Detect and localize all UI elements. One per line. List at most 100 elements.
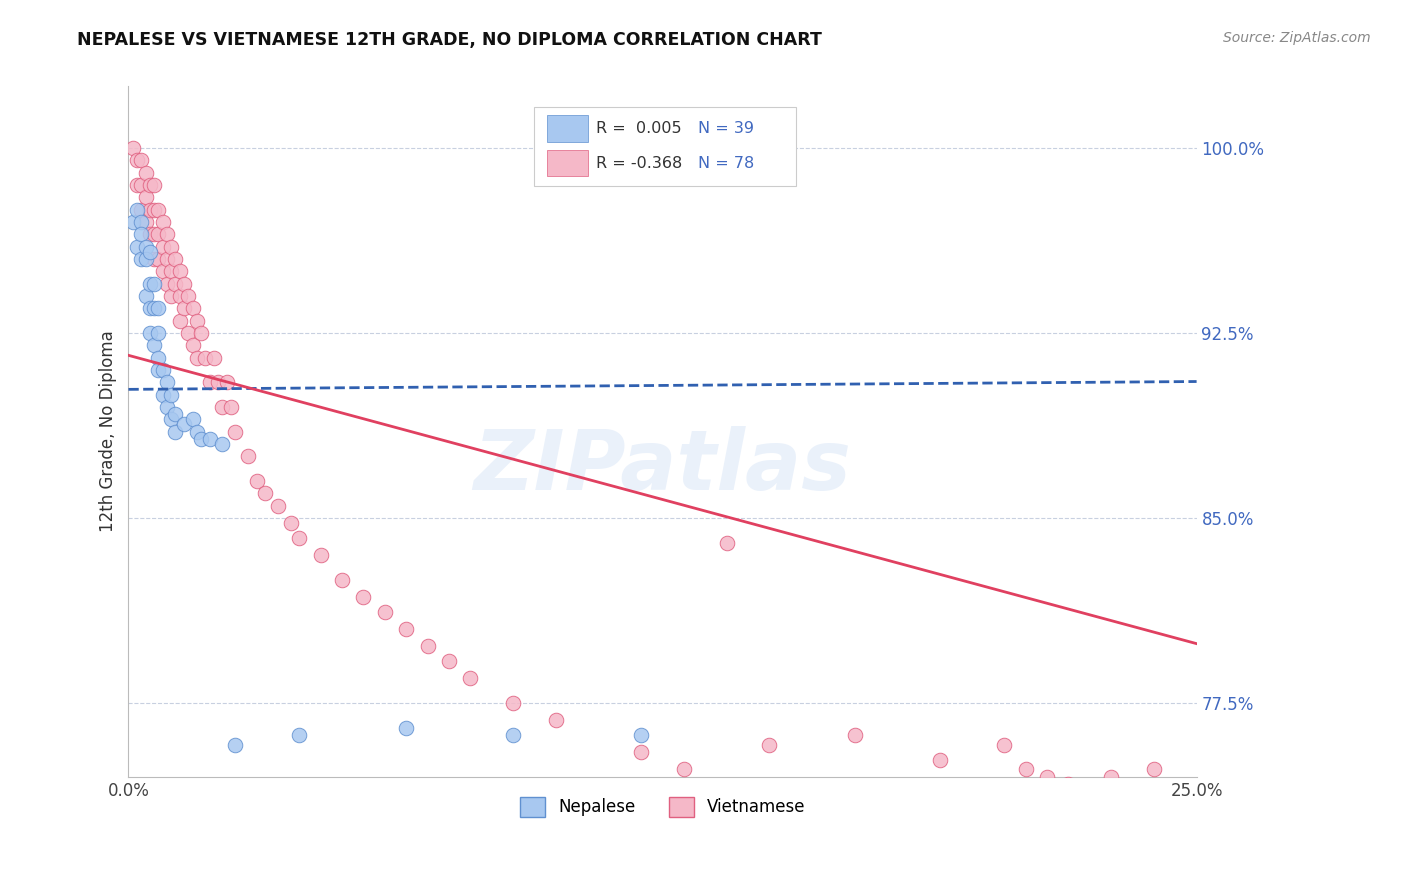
Point: [173, 301, 195, 316]
Point: [758, 738, 780, 752]
Point: [224, 425, 246, 439]
Point: [121, 215, 143, 229]
Point: [129, 215, 152, 229]
Point: [152, 240, 174, 254]
Point: [135, 252, 157, 266]
Point: [160, 264, 183, 278]
Point: [165, 425, 187, 439]
Text: Source: ZipAtlas.com: Source: ZipAtlas.com: [1223, 31, 1371, 45]
Point: [148, 227, 170, 242]
Point: [502, 728, 524, 742]
Point: [1143, 763, 1166, 777]
Point: [165, 277, 187, 291]
Point: [309, 548, 332, 562]
Point: [143, 227, 166, 242]
Point: [288, 531, 311, 545]
Point: [177, 326, 200, 340]
Point: [236, 450, 259, 464]
Point: [125, 153, 148, 168]
Point: [1036, 770, 1059, 784]
Point: [125, 240, 148, 254]
Point: [125, 202, 148, 217]
Point: [135, 190, 157, 204]
Point: [169, 313, 191, 327]
Point: [330, 573, 353, 587]
Point: [173, 417, 195, 432]
Point: [143, 338, 166, 352]
Point: [165, 408, 187, 422]
Point: [630, 728, 652, 742]
Point: [143, 202, 166, 217]
Point: [139, 301, 162, 316]
Point: [224, 738, 246, 752]
Point: [148, 351, 170, 365]
Point: [502, 696, 524, 710]
Point: [169, 289, 191, 303]
Legend: Nepalese, Vietnamese: Nepalese, Vietnamese: [513, 790, 813, 824]
Point: [219, 400, 242, 414]
Point: [186, 425, 208, 439]
Point: [143, 301, 166, 316]
Point: [1099, 770, 1122, 784]
Point: [280, 516, 302, 530]
Point: [148, 363, 170, 377]
Point: [148, 326, 170, 340]
Point: [152, 363, 174, 377]
Point: [156, 252, 179, 266]
Point: [160, 289, 183, 303]
Point: [143, 277, 166, 291]
Point: [181, 301, 204, 316]
Point: [246, 474, 269, 488]
Point: [129, 178, 152, 192]
Text: ZIPatlas: ZIPatlas: [474, 425, 852, 507]
Point: [139, 178, 162, 192]
Point: [139, 227, 162, 242]
Point: [215, 376, 238, 390]
Point: [160, 387, 183, 401]
Point: [169, 264, 191, 278]
Point: [254, 486, 277, 500]
Point: [156, 277, 179, 291]
Point: [121, 141, 143, 155]
Point: [374, 605, 396, 619]
Point: [143, 178, 166, 192]
Point: [181, 338, 204, 352]
Point: [190, 432, 212, 446]
Text: NEPALESE VS VIETNAMESE 12TH GRADE, NO DIPLOMA CORRELATION CHART: NEPALESE VS VIETNAMESE 12TH GRADE, NO DI…: [77, 31, 823, 49]
Text: R = -0.368: R = -0.368: [596, 155, 682, 170]
Point: [152, 264, 174, 278]
Point: [129, 153, 152, 168]
Point: [186, 351, 208, 365]
Point: [148, 202, 170, 217]
Point: [993, 738, 1015, 752]
Point: [395, 622, 418, 636]
Point: [139, 277, 162, 291]
FancyBboxPatch shape: [547, 150, 588, 176]
Point: [135, 240, 157, 254]
Point: [672, 763, 695, 777]
Point: [716, 535, 738, 549]
Point: [135, 166, 157, 180]
Point: [267, 499, 290, 513]
Point: [353, 590, 375, 604]
Point: [207, 376, 229, 390]
Point: [177, 289, 200, 303]
Point: [198, 376, 221, 390]
Point: [1057, 777, 1080, 791]
Point: [152, 215, 174, 229]
FancyBboxPatch shape: [547, 115, 588, 142]
Point: [198, 432, 221, 446]
Point: [458, 671, 481, 685]
Point: [160, 240, 183, 254]
Point: [211, 400, 233, 414]
Point: [135, 289, 157, 303]
Point: [139, 326, 162, 340]
Y-axis label: 12th Grade, No Diploma: 12th Grade, No Diploma: [100, 331, 117, 533]
Point: [1015, 763, 1038, 777]
Point: [395, 721, 418, 735]
Point: [160, 412, 183, 426]
Point: [190, 326, 212, 340]
Point: [202, 351, 225, 365]
Point: [186, 313, 208, 327]
Point: [139, 202, 162, 217]
